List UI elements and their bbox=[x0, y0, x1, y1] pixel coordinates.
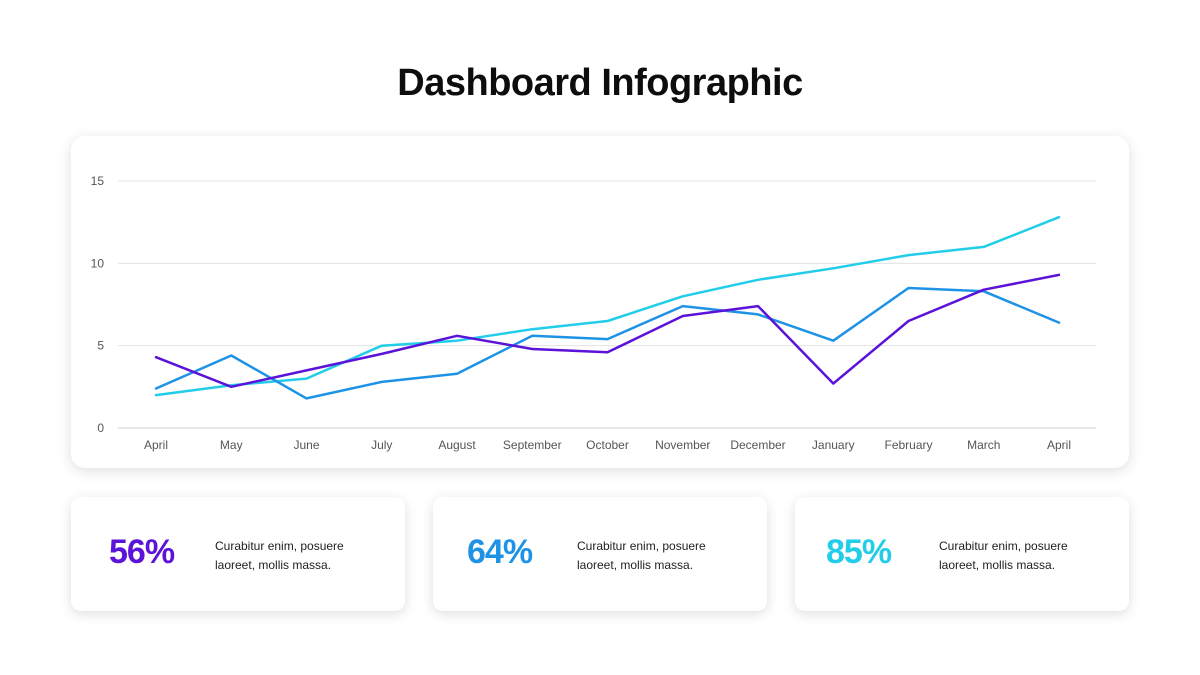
line-chart: 0 5 10 15 April May June July August September Oc… bbox=[91, 174, 1096, 452]
x-tick-label: September bbox=[503, 438, 562, 452]
stat-description-line: laoreet, mollis massa. bbox=[939, 558, 1056, 572]
stat-value: 64% bbox=[467, 533, 533, 571]
stat-description-line: Curabitur enim, posuere bbox=[215, 539, 344, 553]
stat-description-line: laoreet, mollis massa. bbox=[215, 558, 332, 572]
x-tick-label: November bbox=[655, 438, 710, 452]
stat-card-1: 56% Curabitur enim, posuere laoreet, mol… bbox=[71, 497, 405, 611]
x-tick-label: March bbox=[967, 438, 1000, 452]
stat-card-3: 85% Curabitur enim, posuere laoreet, mol… bbox=[795, 497, 1129, 611]
x-tick-label: October bbox=[586, 438, 629, 452]
x-tick-label: April bbox=[144, 438, 168, 452]
x-tick-label: February bbox=[884, 438, 932, 452]
series-line-3 bbox=[154, 215, 1061, 397]
series-line-1 bbox=[154, 273, 1061, 389]
stat-description: Curabitur enim, posuere laoreet, mollis … bbox=[215, 537, 385, 575]
x-tick-label: January bbox=[812, 438, 855, 452]
x-tick-label: May bbox=[220, 438, 243, 452]
y-tick-label: 5 bbox=[97, 339, 104, 353]
stat-value: 56% bbox=[109, 533, 175, 571]
x-tick-label: July bbox=[371, 438, 392, 452]
series-line-2 bbox=[154, 286, 1061, 400]
x-tick-label: August bbox=[438, 438, 476, 452]
x-tick-label: December bbox=[730, 438, 785, 452]
stat-value: 85% bbox=[826, 533, 892, 571]
y-tick-label: 15 bbox=[91, 174, 105, 188]
x-tick-label: April bbox=[1047, 438, 1071, 452]
y-tick-label: 0 bbox=[97, 421, 104, 435]
stat-description-line: laoreet, mollis massa. bbox=[577, 558, 694, 572]
stat-description: Curabitur enim, posuere laoreet, mollis … bbox=[939, 537, 1109, 575]
chart-card: 0 5 10 15 April May June July August September Oc… bbox=[71, 136, 1129, 468]
stat-description-line: Curabitur enim, posuere bbox=[939, 539, 1068, 553]
stat-description: Curabitur enim, posuere laoreet, mollis … bbox=[577, 537, 747, 575]
y-tick-label: 10 bbox=[91, 256, 105, 270]
x-tick-label: June bbox=[293, 438, 319, 452]
stat-card-2: 64% Curabitur enim, posuere laoreet, mol… bbox=[433, 497, 767, 611]
page-title: Dashboard Infographic bbox=[397, 62, 803, 104]
stat-description-line: Curabitur enim, posuere bbox=[577, 539, 706, 553]
